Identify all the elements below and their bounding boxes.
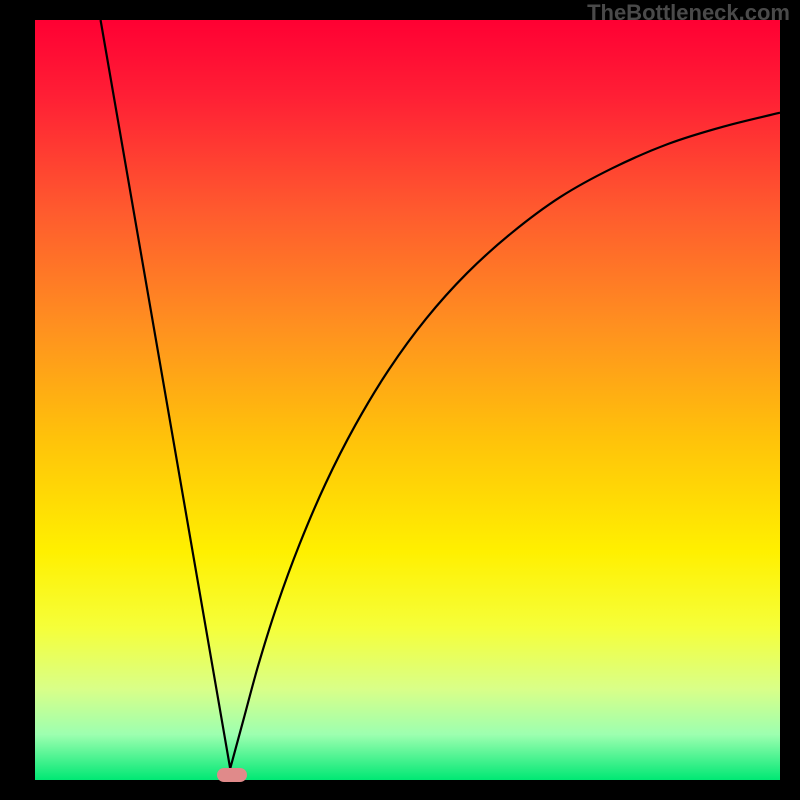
- chart-container: TheBottleneck.com: [0, 0, 800, 800]
- bottleneck-marker: [217, 768, 247, 782]
- plot-area: [35, 20, 780, 780]
- watermark-text: TheBottleneck.com: [587, 0, 790, 26]
